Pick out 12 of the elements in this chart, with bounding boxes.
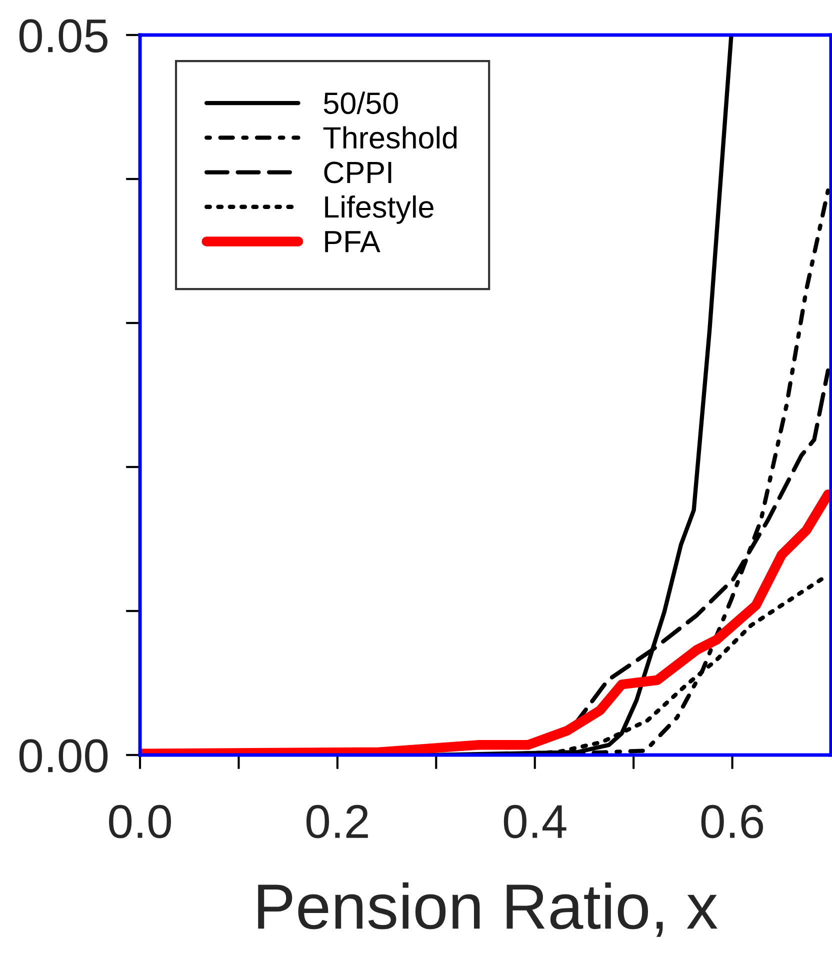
legend-label: CPPI (324, 162, 392, 184)
legend-label: Threshold (323, 126, 457, 149)
x-tick-label: 0.0 (109, 804, 171, 838)
x-axis-title: Pension Ratio, x (258, 882, 718, 937)
x-tick-label: 0.6 (701, 804, 764, 838)
y-tick-label: 0.00 (19, 739, 108, 773)
y-tick-label: 0.05 (19, 19, 108, 53)
legend-label: PFA (325, 231, 380, 252)
legend-label: 50/50 (324, 92, 398, 114)
legend-label: Lifestyle (325, 195, 434, 224)
x-tick-label: 0.2 (306, 804, 368, 838)
x-tick-label: 0.4 (504, 804, 566, 838)
